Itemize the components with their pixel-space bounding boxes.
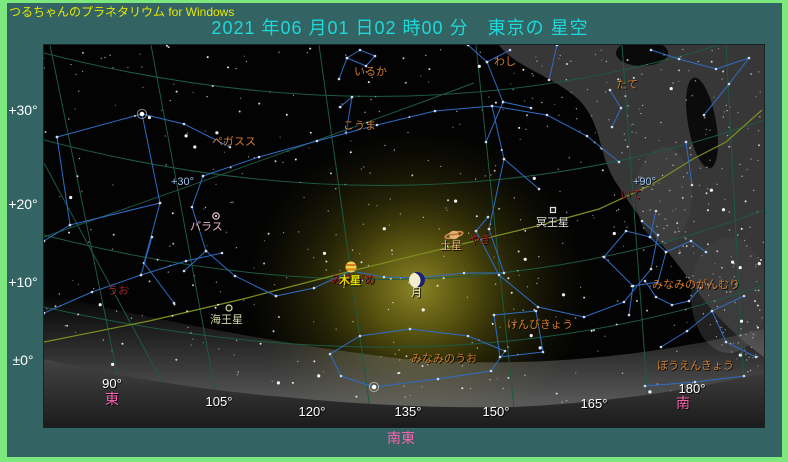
ecliptic-mark-30: +30° bbox=[171, 176, 195, 188]
direction-label-southeast: 南東 bbox=[387, 430, 415, 446]
constellation-label-piscis-austrinus: みなみのうお bbox=[411, 353, 477, 365]
milky-way bbox=[499, 45, 764, 357]
direction-label-east: 東 bbox=[105, 391, 119, 407]
moon-label: 月 bbox=[411, 287, 422, 299]
sky-chart bbox=[44, 45, 764, 427]
constellation-label-corona-australis: みなみのがんむり bbox=[652, 279, 740, 291]
constellation-lines bbox=[44, 45, 758, 389]
direction-label-south: 南 bbox=[676, 395, 690, 411]
jupiter-label: 木星 bbox=[339, 275, 361, 287]
constellation-label-telescopium: ぼうえんきょう bbox=[657, 360, 734, 372]
sky-chart-canvas[interactable]: +30° +90° いるか わし たて こうま ペガスス みなみのがんむり けん… bbox=[44, 45, 764, 427]
neptune-symbol bbox=[225, 304, 233, 312]
constellation-label-aquarius: みずがめ bbox=[331, 274, 375, 286]
constellation-label-pisces: うお bbox=[107, 285, 129, 297]
constellation-label-scutum: たて bbox=[616, 79, 638, 91]
pluto-symbol bbox=[549, 206, 557, 214]
horizon-ground bbox=[44, 359, 764, 427]
constellation-label-capricornus: やぎ bbox=[469, 234, 491, 246]
constellation-label-pegasus: ペガスス bbox=[212, 136, 256, 148]
pallas-label: パラス bbox=[190, 221, 223, 233]
ecliptic-mark-90: +90° bbox=[633, 176, 657, 188]
pallas-symbol bbox=[212, 212, 220, 220]
saturn-symbol bbox=[444, 230, 464, 240]
bright-stars bbox=[136, 108, 380, 393]
constellation-label-aquila: わし bbox=[494, 56, 516, 68]
altitude-label-0: ±0° bbox=[12, 352, 34, 368]
azimuth-label-105: 105° bbox=[205, 394, 233, 409]
altitude-label-30: +30° bbox=[8, 102, 38, 118]
star-field bbox=[44, 45, 764, 403]
constellation-label-microscopium: けんびきょう bbox=[507, 319, 573, 331]
ecliptic-line bbox=[44, 109, 763, 343]
datetime-title: 2021 年06 月01 日02 時00 分 東京の 星空 bbox=[211, 18, 589, 38]
azimuth-label-90: 90° bbox=[102, 376, 122, 391]
altitude-label-20: +20° bbox=[8, 196, 38, 212]
constellation-label-sagittarius: いて bbox=[620, 189, 642, 201]
saturn-label: 土星 bbox=[440, 240, 462, 252]
azimuth-label-180: 180° bbox=[678, 381, 706, 396]
constellation-label-equuleus: こうま bbox=[343, 120, 376, 132]
constellation-label-delphinus: いるか bbox=[354, 66, 387, 78]
azimuth-label-135: 135° bbox=[394, 404, 422, 419]
pluto-label: 冥王星 bbox=[536, 217, 569, 229]
azimuth-label-150: 150° bbox=[482, 404, 510, 419]
neptune-label: 海王星 bbox=[210, 314, 243, 326]
equatorial-grid bbox=[44, 45, 764, 410]
altitude-label-10: +10° bbox=[8, 274, 38, 290]
azimuth-label-120: 120° bbox=[298, 404, 326, 419]
app-title: つるちゃんのプラネタリウム for Windows bbox=[9, 5, 235, 19]
moon-symbol bbox=[409, 272, 425, 288]
azimuth-label-165: 165° bbox=[580, 396, 608, 411]
jupiter-symbol bbox=[345, 261, 357, 273]
